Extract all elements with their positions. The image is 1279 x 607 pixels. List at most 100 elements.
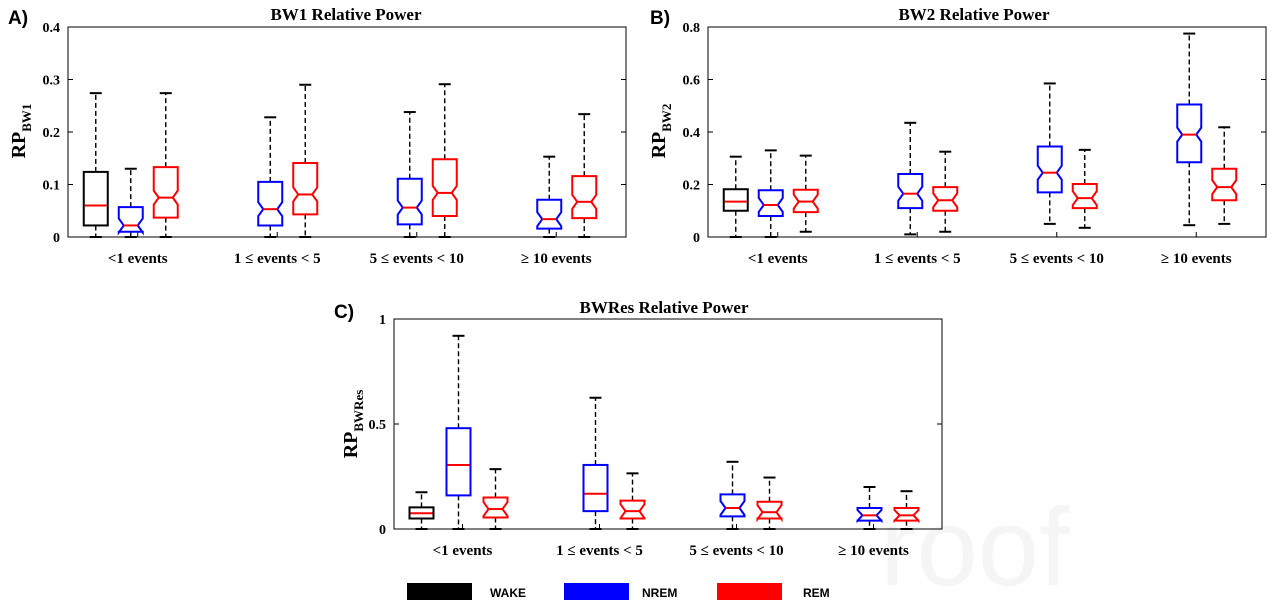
panel-b: B) BW2 Relative Power RPBW2 0 0.2 0.4 0.6 0.… xyxy=(648,5,1267,267)
plot-area-b: 0 0.2 0.4 0.6 0.8 <1 events 1 ≤ events < 5 5 ≤ … xyxy=(683,21,1267,267)
category-label: ≥ 10 events xyxy=(521,251,592,267)
panel-label-b: B) xyxy=(650,8,670,29)
y-tick-label: 0.4 xyxy=(683,126,701,141)
axes-frame xyxy=(393,318,943,530)
box-body xyxy=(756,500,783,523)
box-nrem xyxy=(582,396,609,530)
box-body xyxy=(932,186,959,212)
y-tick-label: 0 xyxy=(53,231,60,246)
box-nrem xyxy=(757,149,784,238)
legend-label-rem: REM xyxy=(803,586,830,600)
y-axis-label-c: RPBWRes xyxy=(340,390,366,459)
y-tick-label: 0.3 xyxy=(43,74,61,89)
box-body xyxy=(152,166,179,219)
box-rem xyxy=(482,468,509,530)
box-body xyxy=(722,188,749,212)
box-body xyxy=(1211,167,1238,202)
box-body xyxy=(536,198,563,230)
box-nrem xyxy=(536,155,563,238)
category-label: 1 ≤ events < 5 xyxy=(556,543,643,559)
box-nrem xyxy=(897,121,924,236)
box-rem xyxy=(792,154,819,233)
category-label: <1 events xyxy=(748,251,808,267)
box-body xyxy=(257,180,284,227)
box-rem xyxy=(431,83,458,238)
category-label: 5 ≤ events < 10 xyxy=(1010,251,1104,267)
y-tick-label: 0.2 xyxy=(43,126,61,141)
panel-label-c: C) xyxy=(334,302,354,323)
chart-title-b: BW2 Relative Power xyxy=(898,5,1050,24)
watermark: roof xyxy=(880,486,1070,607)
y-tick-label: 0.1 xyxy=(43,179,61,194)
box-body xyxy=(482,496,509,519)
panel-label-a: A) xyxy=(8,8,28,29)
category-label: <1 events xyxy=(108,251,168,267)
box-rem xyxy=(1211,126,1238,225)
y-tick-label: 0.5 xyxy=(369,418,387,433)
category-label: 1 ≤ events < 5 xyxy=(234,251,321,267)
box-rem xyxy=(756,476,783,530)
category-label: ≥ 10 events xyxy=(1161,251,1232,267)
box-body xyxy=(897,173,924,210)
box-body xyxy=(1036,145,1063,194)
category-label: <1 events xyxy=(433,543,493,559)
y-tick-label: 0.8 xyxy=(683,21,701,36)
panel-a: A) BW1 Relative Power RPBW1 0 0.1 0.2 0.3 0.… xyxy=(8,5,627,267)
box-wake xyxy=(408,491,435,530)
box-body xyxy=(445,427,472,497)
panel-c: C) BWRes Relative Power RPBWRes 0 0.5 1 <1 … xyxy=(334,298,943,559)
category-label: 5 ≤ events < 10 xyxy=(370,251,464,267)
box-body xyxy=(719,493,746,518)
legend-label-nrem: NREM xyxy=(642,586,677,600)
box-nrem xyxy=(719,460,746,530)
box-rem xyxy=(152,92,179,238)
box-rem xyxy=(1071,148,1098,229)
box-rem xyxy=(619,472,646,530)
box-body xyxy=(571,175,598,220)
box-rem xyxy=(292,83,319,238)
box-body xyxy=(582,463,609,513)
y-tick-label: 0.4 xyxy=(43,21,61,36)
y-axis-label-b: RPBW2 xyxy=(648,104,674,159)
box-wake xyxy=(82,92,109,238)
box-nrem xyxy=(257,116,284,238)
category-label: 1 ≤ events < 5 xyxy=(874,251,961,267)
box-body xyxy=(82,170,109,227)
y-tick-label: 0 xyxy=(693,231,700,246)
legend-swatch-wake xyxy=(407,583,472,600)
box-nrem xyxy=(856,486,883,530)
box-body xyxy=(396,177,423,226)
box-nrem xyxy=(445,334,472,530)
box-body xyxy=(757,189,784,217)
box-body xyxy=(619,499,646,520)
box-body xyxy=(1071,182,1098,210)
plot-area-a: 0 0.1 0.2 0.3 0.4 <1 events 1 ≤ events < 5 5 ≤ … xyxy=(43,21,627,267)
legend: WAKE NREM REM xyxy=(407,583,830,600)
legend-label-wake: WAKE xyxy=(490,586,526,600)
category-label: 5 ≤ events < 10 xyxy=(689,543,783,559)
y-tick-label: 1 xyxy=(379,313,386,328)
chart-title-c: BWRes Relative Power xyxy=(579,298,748,317)
box-nrem xyxy=(117,167,144,238)
box-nrem xyxy=(1036,82,1063,225)
y-tick-label: 0 xyxy=(379,523,386,538)
chart-title-a: BW1 Relative Power xyxy=(270,5,422,24)
category-label: ≥ 10 events xyxy=(838,543,909,559)
box-body xyxy=(292,161,319,216)
box-rem xyxy=(571,113,598,238)
legend-swatch-nrem xyxy=(564,583,629,600)
box-wake xyxy=(722,155,749,238)
box-rem xyxy=(932,150,959,233)
box-body xyxy=(117,206,144,236)
box-body xyxy=(1176,103,1203,164)
box-rem xyxy=(893,490,920,530)
plot-area-c: 0 0.5 1 <1 events 1 ≤ events < 5 5 ≤ events <… xyxy=(369,313,943,559)
y-tick-label: 0.6 xyxy=(683,74,701,89)
y-axis-label-a: RPBW1 xyxy=(8,104,34,159)
legend-swatch-rem xyxy=(717,583,782,600)
box-nrem xyxy=(1176,32,1203,227)
y-tick-label: 0.2 xyxy=(683,179,701,194)
box-nrem xyxy=(396,111,423,238)
box-body xyxy=(431,158,458,217)
